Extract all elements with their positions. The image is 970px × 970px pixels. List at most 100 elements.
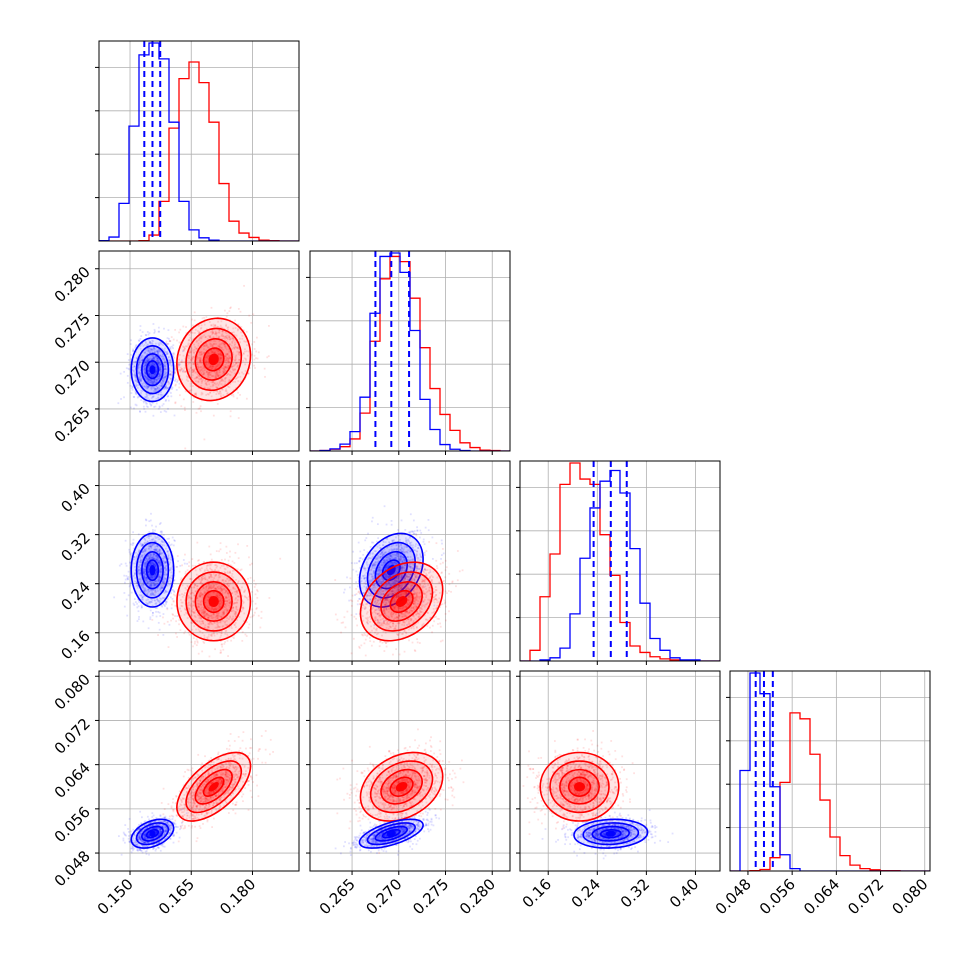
- scatter-point: [222, 335, 225, 338]
- scatter-point: [174, 402, 177, 405]
- scatter-point: [135, 551, 137, 554]
- scatter-point: [149, 372, 152, 375]
- scatter-point: [238, 616, 241, 618]
- scatter-point: [207, 334, 210, 337]
- scatter-point: [197, 332, 200, 334]
- scatter-point: [190, 592, 193, 595]
- scatter-point: [164, 368, 166, 371]
- scatter-point: [149, 616, 152, 619]
- scatter-point: [149, 574, 152, 576]
- scatter-point: [222, 349, 225, 351]
- scatter-point: [158, 549, 161, 552]
- scatter-point: [225, 619, 228, 622]
- scatter-point: [135, 582, 138, 584]
- scatter-point: [408, 611, 411, 614]
- scatter-point: [214, 330, 217, 333]
- scatter-point: [221, 354, 223, 357]
- scatter-point: [190, 596, 192, 599]
- scatter-point: [164, 577, 167, 580]
- scatter-point: [153, 383, 155, 386]
- scatter-point: [228, 310, 231, 313]
- scatter-point: [157, 634, 159, 636]
- scatter-point: [211, 375, 213, 378]
- scatter-point: [138, 549, 141, 552]
- scatter-point: [154, 589, 157, 592]
- scatter-point: [217, 359, 220, 362]
- scatter-point: [385, 645, 388, 648]
- scatter-point: [167, 407, 169, 410]
- scatter-point: [147, 343, 150, 346]
- scatter-point: [197, 614, 199, 616]
- scatter-point: [149, 580, 151, 583]
- scatter-point: [207, 587, 210, 590]
- scatter-point: [157, 362, 160, 365]
- scatter-point: [170, 558, 172, 561]
- scatter-point: [152, 593, 155, 596]
- scatter-point: [153, 580, 156, 582]
- scatter-point: [126, 353, 129, 356]
- scatter-point: [208, 377, 211, 379]
- scatter-point: [250, 562, 253, 565]
- scatter-point: [130, 358, 133, 361]
- scatter-point: [382, 590, 385, 592]
- scatter-point: [161, 558, 164, 560]
- scatter-point: [208, 354, 211, 357]
- scatter-point: [160, 396, 163, 398]
- scatter-point: [211, 633, 213, 636]
- scatter-point: [248, 314, 251, 317]
- scatter-point: [200, 366, 203, 368]
- scatter-point: [149, 584, 152, 586]
- scatter-point: [432, 570, 435, 573]
- scatter-point: [174, 604, 177, 607]
- scatter-point: [207, 360, 210, 363]
- scatter-point: [196, 347, 198, 350]
- scatter-point: [120, 398, 122, 400]
- scatter-point: [161, 579, 164, 582]
- scatter-point: [227, 365, 230, 367]
- scatter-point: [211, 344, 214, 347]
- scatter-point: [154, 535, 157, 538]
- scatter-point: [125, 575, 128, 577]
- scatter-point: [164, 361, 166, 364]
- scatter-point: [246, 545, 249, 547]
- scatter-point: [153, 358, 156, 361]
- scatter-point: [152, 356, 155, 359]
- scatter-point: [184, 370, 187, 373]
- scatter-point: [217, 325, 220, 328]
- scatter-point: [379, 614, 382, 617]
- scatter-point: [223, 570, 226, 573]
- scatter-point: [157, 550, 159, 553]
- scatter-point: [175, 632, 177, 635]
- scatter-point: [210, 585, 213, 588]
- scatter-point: [229, 382, 232, 385]
- scatter-point: [228, 626, 231, 629]
- scatter-point: [223, 615, 226, 618]
- scatter-point: [148, 537, 150, 540]
- scatter-point: [200, 352, 203, 355]
- scatter-point: [244, 589, 246, 592]
- scatter-point: [234, 602, 236, 604]
- scatter-point: [200, 361, 203, 364]
- scatter-point: [167, 581, 169, 583]
- scatter-point: [223, 612, 225, 615]
- scatter-point: [231, 368, 234, 370]
- scatter-point: [155, 370, 157, 373]
- scatter-point: [206, 620, 209, 623]
- scatter-point: [204, 604, 207, 606]
- scatter-point: [160, 575, 163, 578]
- scatter-point: [193, 585, 196, 588]
- scatter-point: [378, 614, 380, 617]
- scatter-point: [150, 397, 153, 399]
- scatter-point: [192, 362, 195, 365]
- scatter-point: [177, 363, 180, 365]
- scatter-point: [218, 625, 221, 628]
- scatter-point: [153, 575, 156, 578]
- scatter-point: [152, 414, 155, 417]
- scatter-point: [206, 380, 209, 383]
- scatter-point: [254, 583, 257, 586]
- scatter-point: [144, 366, 146, 369]
- scatter-point: [210, 324, 213, 327]
- scatter-point: [163, 580, 166, 583]
- scatter-point: [382, 580, 385, 583]
- scatter-point: [160, 553, 162, 556]
